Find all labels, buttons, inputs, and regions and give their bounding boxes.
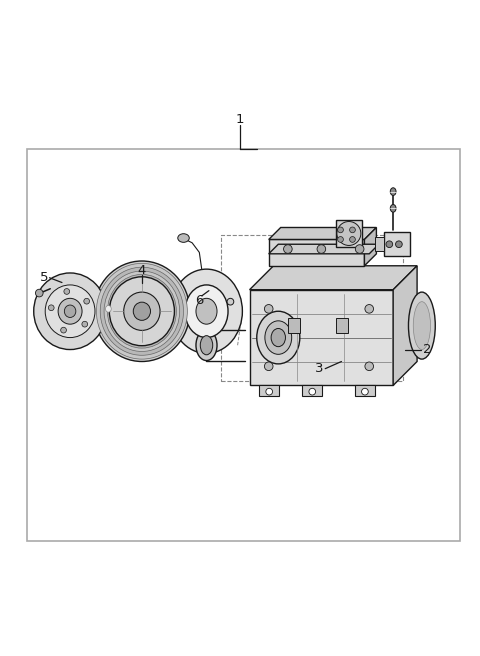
Ellipse shape bbox=[271, 329, 286, 346]
Ellipse shape bbox=[185, 285, 228, 338]
Ellipse shape bbox=[178, 234, 189, 242]
Ellipse shape bbox=[284, 245, 292, 253]
Circle shape bbox=[264, 362, 273, 371]
Ellipse shape bbox=[108, 274, 176, 348]
Text: 1: 1 bbox=[236, 113, 244, 127]
Circle shape bbox=[64, 289, 70, 295]
Text: 2: 2 bbox=[423, 343, 432, 356]
Polygon shape bbox=[250, 290, 393, 386]
Circle shape bbox=[337, 227, 343, 233]
Text: 6: 6 bbox=[195, 294, 204, 307]
Circle shape bbox=[36, 289, 43, 297]
Polygon shape bbox=[269, 239, 364, 266]
Polygon shape bbox=[364, 228, 376, 266]
Ellipse shape bbox=[133, 302, 151, 320]
Ellipse shape bbox=[64, 305, 76, 318]
Polygon shape bbox=[336, 220, 362, 247]
Polygon shape bbox=[269, 244, 379, 254]
Ellipse shape bbox=[200, 336, 213, 355]
Ellipse shape bbox=[390, 205, 396, 212]
Circle shape bbox=[264, 304, 273, 313]
Polygon shape bbox=[375, 237, 384, 251]
Polygon shape bbox=[259, 386, 279, 396]
Ellipse shape bbox=[196, 330, 217, 361]
Ellipse shape bbox=[196, 298, 217, 324]
Ellipse shape bbox=[408, 292, 435, 359]
Circle shape bbox=[60, 327, 66, 333]
Ellipse shape bbox=[124, 292, 160, 331]
Ellipse shape bbox=[257, 311, 300, 364]
Ellipse shape bbox=[100, 267, 183, 356]
Ellipse shape bbox=[355, 245, 364, 253]
Ellipse shape bbox=[96, 264, 187, 359]
Ellipse shape bbox=[413, 302, 431, 350]
Circle shape bbox=[361, 388, 368, 395]
Circle shape bbox=[82, 321, 88, 327]
Ellipse shape bbox=[58, 298, 82, 324]
Ellipse shape bbox=[104, 271, 180, 352]
Circle shape bbox=[386, 241, 393, 247]
Circle shape bbox=[266, 388, 273, 395]
Ellipse shape bbox=[170, 269, 242, 354]
Ellipse shape bbox=[45, 285, 95, 338]
Circle shape bbox=[84, 298, 90, 304]
Bar bbox=[288, 318, 300, 333]
Ellipse shape bbox=[390, 188, 396, 195]
Circle shape bbox=[227, 298, 234, 305]
Circle shape bbox=[365, 362, 373, 371]
Circle shape bbox=[365, 304, 373, 313]
Ellipse shape bbox=[102, 302, 115, 316]
Circle shape bbox=[309, 388, 316, 395]
Ellipse shape bbox=[34, 273, 107, 350]
Text: 5: 5 bbox=[39, 271, 48, 284]
Ellipse shape bbox=[317, 245, 325, 253]
Circle shape bbox=[349, 227, 355, 233]
Ellipse shape bbox=[106, 306, 111, 312]
Ellipse shape bbox=[109, 277, 174, 346]
Polygon shape bbox=[302, 386, 323, 396]
Polygon shape bbox=[355, 386, 375, 396]
Circle shape bbox=[396, 241, 402, 247]
Circle shape bbox=[349, 237, 355, 242]
Ellipse shape bbox=[265, 321, 292, 354]
Circle shape bbox=[48, 305, 54, 311]
Text: 3: 3 bbox=[315, 362, 323, 375]
Polygon shape bbox=[393, 266, 417, 386]
Polygon shape bbox=[250, 266, 417, 290]
Ellipse shape bbox=[94, 261, 190, 361]
Circle shape bbox=[337, 237, 343, 242]
Polygon shape bbox=[384, 232, 410, 256]
Polygon shape bbox=[269, 228, 376, 239]
Bar bbox=[336, 318, 348, 333]
Bar bbox=[27, 148, 460, 541]
Text: 4: 4 bbox=[138, 264, 146, 277]
Ellipse shape bbox=[337, 222, 361, 245]
